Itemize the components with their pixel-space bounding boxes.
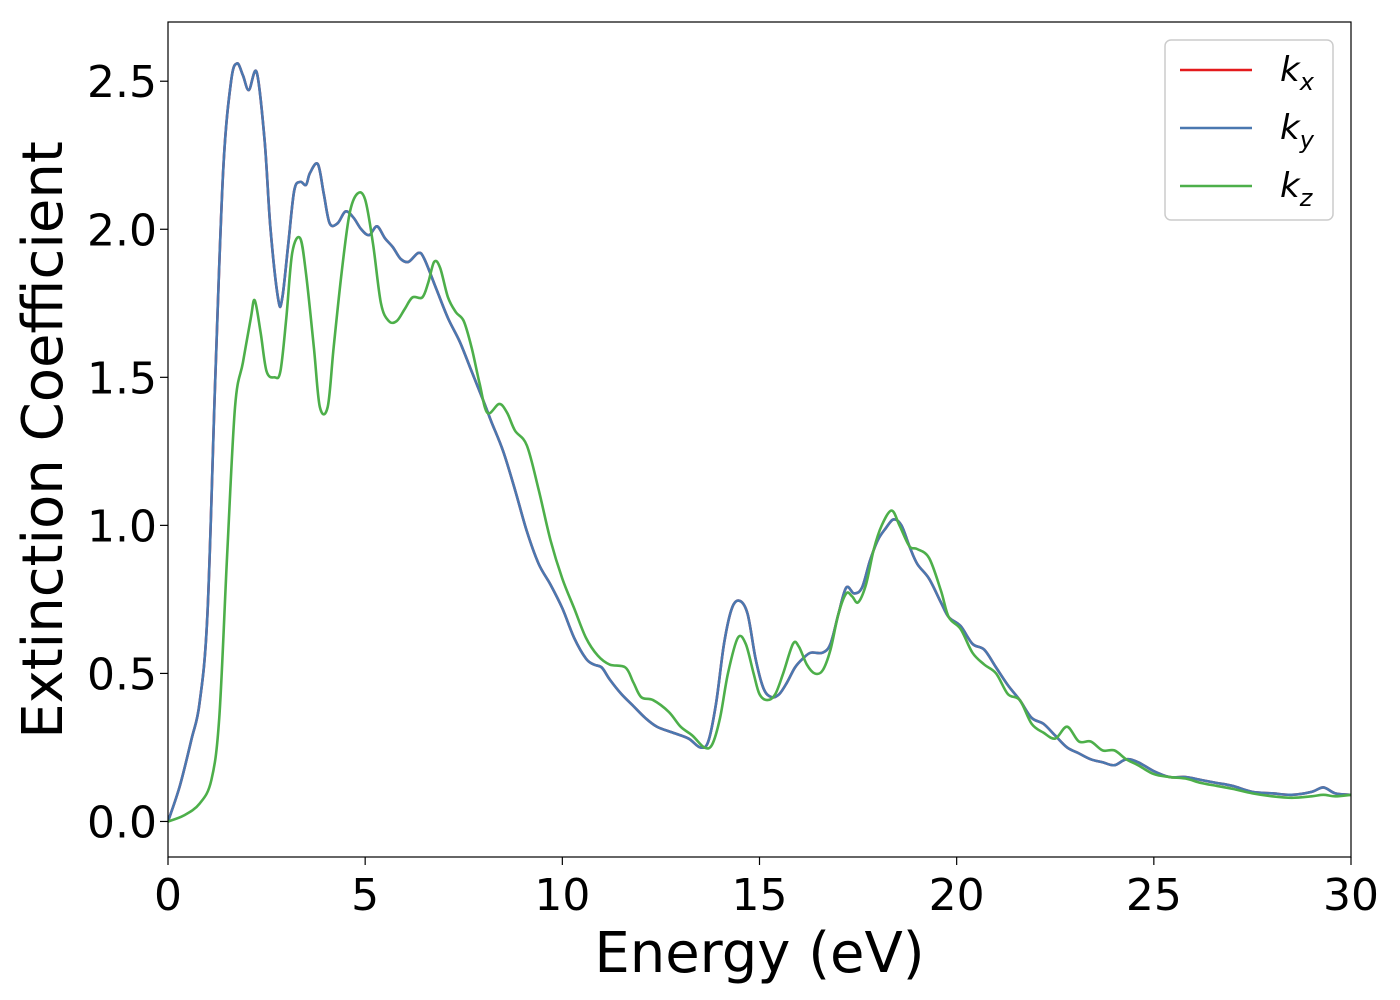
legend-box bbox=[1164, 39, 1334, 221]
legend-label-x: kx bbox=[1280, 50, 1315, 96]
series-line-y bbox=[168, 62, 1351, 823]
legend-label-z: kz bbox=[1280, 166, 1314, 212]
x-tick-label: 30 bbox=[1323, 870, 1379, 921]
y-tick-label: 2.0 bbox=[87, 205, 157, 256]
legend-label-y: ky bbox=[1280, 108, 1315, 154]
x-tick-label: 5 bbox=[351, 870, 379, 921]
x-tick-label: 10 bbox=[534, 870, 590, 921]
y-tick-label: 2.5 bbox=[87, 57, 157, 108]
x-axis: 0 5 10 15 20 25 30 bbox=[154, 857, 1379, 921]
x-tick-label: 20 bbox=[929, 870, 985, 921]
legend: kx ky kz bbox=[1164, 39, 1334, 221]
series-layer bbox=[168, 62, 1351, 823]
y-tick-label: 0.5 bbox=[87, 649, 157, 700]
x-tick-label: 25 bbox=[1126, 870, 1182, 921]
x-tick-label: 15 bbox=[732, 870, 788, 921]
y-tick-label: 0.0 bbox=[87, 797, 157, 848]
x-axis-label: Energy (eV) bbox=[594, 921, 924, 986]
y-axis-label: Extinction Coefficient bbox=[11, 141, 76, 739]
series-line-z bbox=[168, 191, 1351, 823]
x-tick-label: 0 bbox=[154, 870, 182, 921]
y-tick-label: 1.0 bbox=[87, 501, 157, 552]
y-axis: 0.0 0.5 1.0 1.5 2.0 2.5 bbox=[87, 57, 168, 848]
y-tick-label: 1.5 bbox=[87, 353, 157, 404]
